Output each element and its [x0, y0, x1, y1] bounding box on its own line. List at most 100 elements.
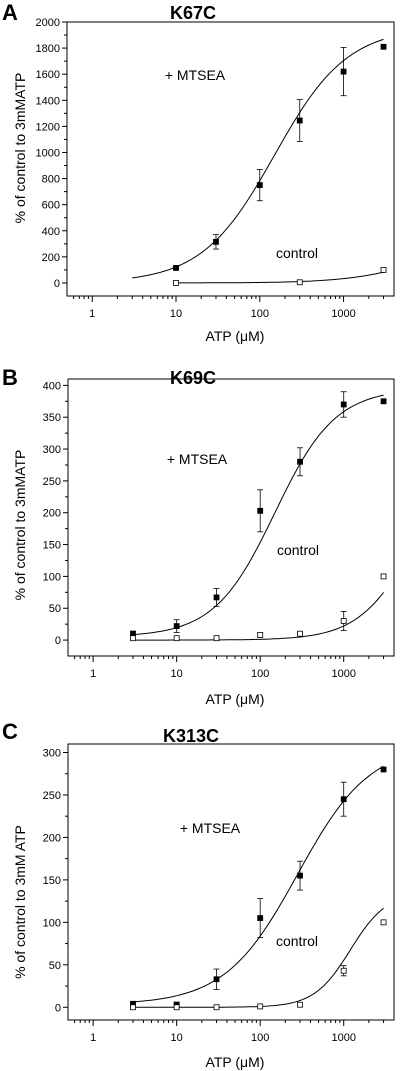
data-point-filled: [173, 623, 180, 629]
series-annotation: + MTSEA: [167, 451, 228, 467]
x-tick-label: 1: [90, 668, 96, 680]
data-point-filled: [380, 398, 387, 405]
data-point-filled: [213, 594, 220, 601]
y-tick-label: 100: [43, 571, 61, 583]
plot-area-a: 0 200 400 600 800 1000 1200 1400 1600 1800 2000 1 10…: [36, 17, 395, 320]
chart-title: K313C: [163, 726, 220, 746]
y-tick-label: 1800: [36, 43, 60, 55]
plot-area-b: 0 50 100 150 200 250 300 350 400 1 10 100 1000 + MTSE…: [43, 378, 395, 680]
x-tick-label: 10: [170, 308, 182, 320]
data-point-filled: [380, 766, 387, 773]
fit-curve: [133, 908, 384, 1008]
fit-curve: [132, 394, 384, 636]
data-point-filled: [340, 401, 347, 408]
chart-panel-b: B K69C 0 50 100 150 200 250 300 350 400 1 10 100 100…: [0, 357, 416, 714]
x-tick-label: 1: [90, 1032, 96, 1044]
data-point-open: [173, 280, 179, 286]
x-axis-label: ATP (μM): [205, 1054, 265, 1070]
y-tick-label: 50: [49, 960, 61, 972]
y-axis-label: % of control to 3mM ATP: [12, 825, 28, 979]
plot-area-c: 0 50 100 150 200 250 300 1 10 100 1000 + MTSEA contr…: [43, 743, 395, 1044]
y-tick-label: 300: [43, 444, 61, 456]
x-tick-label: 10: [171, 668, 183, 680]
y-tick-label: 0: [54, 278, 60, 290]
data-point-filled: [297, 458, 303, 465]
data-point-open: [340, 967, 347, 974]
y-tick-label: 200: [43, 832, 61, 844]
y-tick-label: 1400: [36, 95, 60, 107]
y-tick-label: 0: [55, 1002, 61, 1014]
y-tick-label: 200: [43, 508, 61, 520]
x-axis-label: ATP (μM): [205, 328, 265, 344]
y-tick-label: 2000: [36, 17, 60, 29]
y-tick-label: 100: [43, 917, 61, 929]
plot-frame: [67, 378, 395, 657]
data-point-open: [297, 630, 303, 637]
y-tick-label: 400: [43, 380, 61, 392]
series-annotation: control: [276, 245, 318, 261]
data-point-open: [340, 618, 347, 624]
series-annotation: + MTSEA: [165, 67, 226, 83]
x-tick-label: 10: [171, 1032, 183, 1044]
y-tick-label: 250: [43, 790, 61, 802]
chart-panel-a: A K67C 0 200 400 600 800 1000 1200 1400 1600 1800…: [0, 0, 416, 357]
chart-panel-c: C K313C 0 50 100 150 200 250 300 1 10 100 1000 + MT…: [0, 714, 416, 1071]
y-tick-label: 250: [43, 476, 61, 488]
data-point-open: [380, 573, 387, 580]
y-tick-label: 50: [49, 603, 61, 615]
data-point-open: [296, 279, 303, 286]
data-point-open: [380, 919, 387, 926]
data-point-filled: [296, 117, 303, 124]
data-point-open: [380, 267, 387, 273]
fit-curve: [132, 765, 384, 1003]
data-point-open: [130, 1004, 136, 1011]
fit-curve: [176, 271, 384, 284]
data-point-open: [257, 632, 264, 638]
x-tick-label: 1: [89, 308, 95, 320]
x-tick-label: 1000: [331, 668, 355, 680]
plot-frame: [66, 21, 395, 297]
y-tick-label: 1600: [36, 69, 60, 81]
y-tick-label: 600: [42, 200, 60, 212]
y-tick-label: 200: [42, 252, 60, 264]
data-point-filled: [257, 507, 264, 514]
y-tick-label: 400: [42, 226, 60, 238]
y-tick-label: 1000: [36, 147, 60, 159]
y-axis-label: % of control to 3mMATP: [12, 72, 28, 224]
data-point-open: [213, 1004, 220, 1011]
data-point-open: [213, 635, 220, 642]
y-tick-label: 800: [42, 174, 60, 186]
data-point-filled: [213, 238, 219, 245]
y-tick-label: 150: [43, 875, 61, 887]
x-tick-label: 1000: [331, 1032, 355, 1044]
x-tick-label: 100: [251, 308, 269, 320]
data-point-filled: [257, 915, 264, 921]
data-point-open: [257, 1003, 264, 1010]
series-annotation: control: [276, 933, 318, 949]
y-tick-label: 350: [43, 412, 61, 424]
data-point-open: [130, 635, 136, 642]
data-point-filled: [340, 796, 347, 803]
data-point-filled: [380, 43, 387, 50]
x-axis-label: ATP (μM): [205, 691, 265, 707]
data-point-open: [297, 1001, 303, 1008]
panel-letter: A: [2, 0, 18, 25]
chart-title: K67C: [170, 3, 217, 23]
data-point-filled: [173, 265, 179, 271]
plot-frame: [67, 743, 395, 1021]
y-tick-label: 1200: [36, 121, 60, 133]
y-axis-label: % of control to 3mMATP: [12, 449, 28, 601]
x-tick-label: 100: [251, 1032, 269, 1044]
data-point-filled: [297, 872, 303, 879]
data-point-filled: [340, 68, 347, 75]
y-tick-label: 0: [55, 635, 61, 647]
data-point-open: [173, 1004, 180, 1011]
y-tick-label: 300: [43, 747, 61, 759]
data-point-filled: [256, 182, 263, 188]
data-point-open: [173, 635, 180, 642]
series-annotation: + MTSEA: [180, 820, 241, 836]
x-tick-label: 100: [251, 668, 269, 680]
panel-letter: B: [2, 365, 18, 390]
panel-letter: C: [2, 719, 18, 744]
data-point-filled: [213, 976, 220, 983]
